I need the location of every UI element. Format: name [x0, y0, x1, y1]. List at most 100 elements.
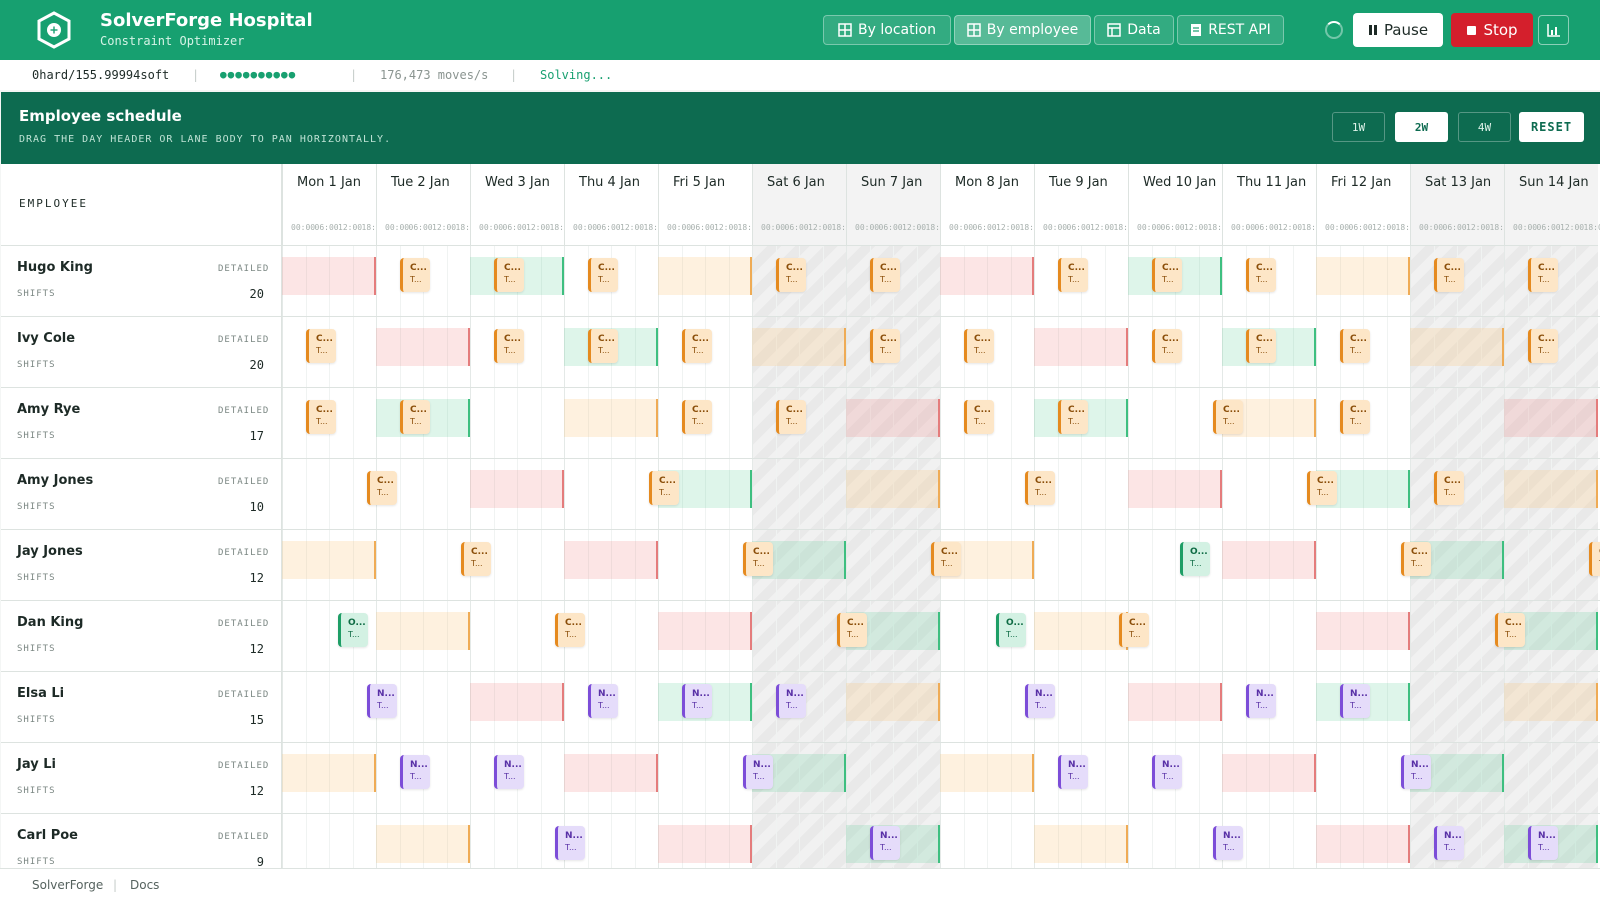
- day-header[interactable]: Thu 4 Jan 00:00 06:00 12:00 18:00: [564, 164, 668, 246]
- shift-chip[interactable]: C...T...: [1528, 258, 1558, 292]
- shift-chip[interactable]: C...T...: [743, 542, 773, 576]
- shift-chip[interactable]: N... T...: [682, 684, 712, 718]
- detailed-toggle[interactable]: DETAILED: [218, 477, 270, 487]
- shift-chip[interactable]: N... T...: [1434, 826, 1464, 860]
- day-header[interactable]: Tue 2 Jan 00:00 06:00 12:00 18:00: [376, 164, 480, 246]
- day-header[interactable]: Sat 6 Jan 00:00 06:00 12:00 18:00: [752, 164, 856, 246]
- shift-chip[interactable]: C...T...: [964, 400, 994, 434]
- employee-label[interactable]: Dan King DETAILED SHIFTS 12: [1, 601, 282, 671]
- employee-label[interactable]: Carl Poe DETAILED SHIFTS 9: [1, 814, 282, 868]
- shift-chip[interactable]: N... T...: [400, 755, 430, 789]
- shift-chip[interactable]: C...T...: [306, 400, 336, 434]
- shift-chip[interactable]: N... T...: [1058, 755, 1088, 789]
- analysis-chart-button[interactable]: [1538, 15, 1569, 45]
- detailed-toggle[interactable]: DETAILED: [218, 690, 270, 700]
- employee-lane[interactable]: C... T... C... T... C... T... C... T... C... T...…: [282, 246, 1600, 316]
- nav-rest-api-button[interactable]: REST API: [1177, 15, 1284, 45]
- shift-chip[interactable]: N... T...: [1401, 755, 1431, 789]
- day-header[interactable]: Wed 3 Jan 00:00 06:00 12:00 18:00: [470, 164, 574, 246]
- shift-chip[interactable]: N... T...: [743, 755, 773, 789]
- employee-lane[interactable]: N... T... N... T... N... T... N... T... N... T...…: [282, 743, 1600, 813]
- shift-chip[interactable]: C...T...: [1213, 400, 1243, 434]
- employee-lane[interactable]: N... T... N... T... N... T... N... T... N... T...: [282, 814, 1600, 868]
- shift-chip[interactable]: N... T...: [1340, 684, 1370, 718]
- shift-chip[interactable]: C...T...: [870, 329, 900, 363]
- nav-by-employee-button[interactable]: By employee: [954, 15, 1091, 45]
- shift-chip[interactable]: C...T...: [964, 329, 994, 363]
- day-header[interactable]: Sun 7 Jan 00:00 06:00 12:00 18:00: [846, 164, 950, 246]
- shift-chip[interactable]: N... T...: [776, 684, 806, 718]
- shift-chip[interactable]: N... T...: [588, 684, 618, 718]
- employee-lane[interactable]: C... T... C... T... C... T... C... T... C... T...…: [282, 388, 1600, 458]
- shift-chip[interactable]: N... T...: [367, 684, 397, 718]
- stop-button[interactable]: Stop: [1451, 13, 1533, 47]
- shift-chip[interactable]: N... T...: [1025, 684, 1055, 718]
- shift-chip[interactable]: C...T...: [1025, 471, 1055, 505]
- day-header[interactable]: Wed 10 Jan 00:00 06:00 12:00 18:00: [1128, 164, 1232, 246]
- shift-chip[interactable]: C...T...: [306, 329, 336, 363]
- employee-lane[interactable]: C... T... C... T... C... T... C... T... C... T...: [282, 459, 1600, 529]
- shift-chip[interactable]: C...T...: [1495, 613, 1525, 647]
- shift-chip[interactable]: C...T...: [494, 329, 524, 363]
- employee-label[interactable]: Amy Jones DETAILED SHIFTS 10: [1, 459, 282, 529]
- day-header[interactable]: Mon 8 Jan 00:00 06:00 12:00 18:00: [940, 164, 1044, 246]
- reset-button[interactable]: RESET: [1519, 112, 1584, 142]
- detailed-toggle[interactable]: DETAILED: [218, 619, 270, 629]
- day-header[interactable]: Thu 11 Jan 00:00 06:00 12:00 18:00: [1222, 164, 1326, 246]
- day-header[interactable]: Tue 9 Jan 00:00 06:00 12:00 18:00: [1034, 164, 1138, 246]
- shift-chip[interactable]: C...T...: [1589, 542, 1600, 576]
- shift-chip[interactable]: C...T...: [1401, 542, 1431, 576]
- employee-lane[interactable]: C... T... C... T... C... T... O... T... C... T...…: [282, 530, 1600, 600]
- shift-chip[interactable]: C...T...: [494, 258, 524, 292]
- detailed-toggle[interactable]: DETAILED: [218, 406, 270, 416]
- shift-chip[interactable]: C...T...: [1246, 329, 1276, 363]
- employee-label[interactable]: Hugo King DETAILED SHIFTS 20: [1, 246, 282, 316]
- day-header[interactable]: Mon 1 Jan 00:00 06:00 12:00 18:00: [282, 164, 386, 246]
- shift-chip[interactable]: C...T...: [837, 613, 867, 647]
- detailed-toggle[interactable]: DETAILED: [218, 335, 270, 345]
- shift-chip[interactable]: C...T...: [1152, 258, 1182, 292]
- shift-chip[interactable]: C...T...: [1340, 329, 1370, 363]
- shift-chip[interactable]: C...T...: [1307, 471, 1337, 505]
- employee-label[interactable]: Elsa Li DETAILED SHIFTS 15: [1, 672, 282, 742]
- shift-chip[interactable]: C...T...: [1528, 329, 1558, 363]
- shift-chip[interactable]: C...T...: [870, 258, 900, 292]
- shift-chip[interactable]: C...T...: [588, 329, 618, 363]
- employee-label[interactable]: Ivy Cole DETAILED SHIFTS 20: [1, 317, 282, 387]
- day-header[interactable]: Sat 13 Jan 00:00 06:00 12:00 18:00: [1410, 164, 1514, 246]
- employee-label[interactable]: Amy Rye DETAILED SHIFTS 17: [1, 388, 282, 458]
- shift-chip[interactable]: C...T...: [400, 400, 430, 434]
- shift-chip[interactable]: C...T...: [649, 471, 679, 505]
- shift-chip[interactable]: O... T...: [338, 613, 368, 647]
- zoom-4w-button[interactable]: 4W: [1458, 112, 1511, 142]
- shift-chip[interactable]: C...T...: [1434, 258, 1464, 292]
- employee-label[interactable]: Jay Li DETAILED SHIFTS 12: [1, 743, 282, 813]
- footer-docs-link[interactable]: Docs: [130, 878, 160, 892]
- shift-chip[interactable]: N... T...: [1528, 826, 1558, 860]
- shift-chip[interactable]: C...T...: [588, 258, 618, 292]
- shift-chip[interactable]: O... T...: [1180, 542, 1210, 576]
- shift-chip[interactable]: N... T...: [1213, 826, 1243, 860]
- employee-lane[interactable]: C... T... C... T... C... T... C... T... C... T...…: [282, 317, 1600, 387]
- detailed-toggle[interactable]: DETAILED: [218, 264, 270, 274]
- detailed-toggle[interactable]: DETAILED: [218, 548, 270, 558]
- shift-chip[interactable]: C...T...: [400, 258, 430, 292]
- shift-chip[interactable]: O... T...: [996, 613, 1026, 647]
- shift-chip[interactable]: C...T...: [1119, 613, 1149, 647]
- shift-chip[interactable]: N... T...: [555, 826, 585, 860]
- shift-chip[interactable]: N... T...: [1152, 755, 1182, 789]
- shift-chip[interactable]: N... T...: [870, 826, 900, 860]
- shift-chip[interactable]: C...T...: [931, 542, 961, 576]
- shift-chip[interactable]: C...T...: [1058, 258, 1088, 292]
- zoom-2w-button[interactable]: 2W: [1395, 112, 1448, 142]
- shift-chip[interactable]: C...T...: [461, 542, 491, 576]
- shift-chip[interactable]: C...T...: [1340, 400, 1370, 434]
- shift-chip[interactable]: C...T...: [555, 613, 585, 647]
- employee-lane[interactable]: O... T... C... T... C... T... O... T... C... T...…: [282, 601, 1600, 671]
- detailed-toggle[interactable]: DETAILED: [218, 761, 270, 771]
- zoom-1w-button[interactable]: 1W: [1332, 112, 1385, 142]
- shift-chip[interactable]: C...T...: [776, 400, 806, 434]
- shift-chip[interactable]: C...T...: [1152, 329, 1182, 363]
- shift-chip[interactable]: N... T...: [1246, 684, 1276, 718]
